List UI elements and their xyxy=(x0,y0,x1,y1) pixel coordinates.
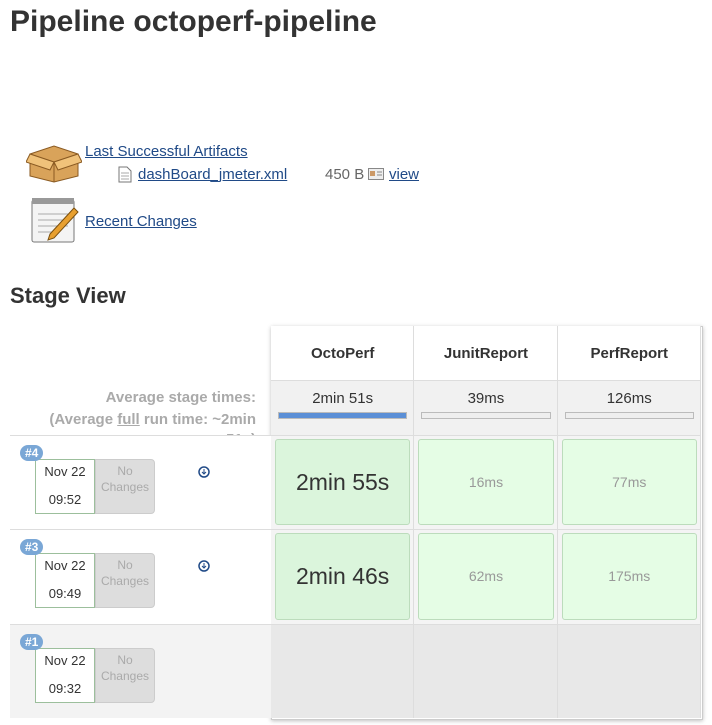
avg-full-emphasis: full xyxy=(117,411,140,428)
stage-name: PerfReport xyxy=(590,345,668,362)
avg-label: Average stage times: xyxy=(105,389,256,406)
stage-cell xyxy=(271,623,415,718)
log-icon[interactable] xyxy=(198,559,210,573)
notepad-icon xyxy=(31,198,79,243)
stage-avg: 2min 51s xyxy=(312,390,374,407)
log-icon[interactable] xyxy=(198,465,210,478)
progress-track xyxy=(564,412,694,419)
build-number: #3 xyxy=(20,539,44,556)
build-date: Nov 22 xyxy=(44,464,86,479)
build-date-box xyxy=(35,553,95,609)
stage-duration: 62ms xyxy=(418,533,554,620)
stage-name: JunitReport xyxy=(443,345,529,362)
changes-box: No Changes xyxy=(95,647,155,703)
progress-track xyxy=(421,412,551,419)
stage-header xyxy=(557,326,701,380)
build-time: 09:52 xyxy=(48,492,82,507)
stage-name: OctoPerf xyxy=(310,345,375,362)
artifacts-link[interactable]: Last Successful Artifacts xyxy=(85,143,248,160)
log-icon-glyph xyxy=(198,466,210,478)
stage-duration: 2min 55s xyxy=(275,439,411,526)
build-date: Nov 22 xyxy=(44,652,86,668)
stage-header xyxy=(414,326,558,380)
stage-avg-cell xyxy=(557,380,701,435)
build-date-box xyxy=(35,647,95,703)
stage-cell xyxy=(557,623,701,718)
stage-duration: 77ms xyxy=(561,439,697,526)
stage-avg: 39ms xyxy=(467,390,505,407)
build-number: #4 xyxy=(20,445,44,461)
avg-full-prefix: (Average xyxy=(49,411,114,428)
artifact-view-link[interactable]: view xyxy=(389,166,420,183)
build-time: 09:32 xyxy=(48,680,82,696)
build-date: Nov 22 xyxy=(44,558,86,574)
build-date-box xyxy=(35,459,95,514)
changes-box: No Changes xyxy=(95,553,155,609)
stage-duration: 16ms xyxy=(418,439,554,526)
stage-avg: 126ms xyxy=(606,390,652,407)
artifacts-icon xyxy=(26,145,82,183)
stage-duration: 175ms xyxy=(561,533,697,620)
build-number: #1 xyxy=(20,633,44,650)
section-title: Stage View xyxy=(10,283,126,308)
page-title: Pipeline octoperf-pipeline xyxy=(10,5,377,38)
progress-track xyxy=(278,412,408,419)
recent-changes-link[interactable]: Recent Changes xyxy=(85,213,197,230)
changes-box: No Changes xyxy=(95,459,155,514)
stage-cell xyxy=(414,623,558,718)
stage-avg-cell xyxy=(271,380,415,435)
stage-avg-cell xyxy=(414,380,558,435)
artifact-file-link[interactable]: dashBoard_jmeter.xml xyxy=(138,166,288,183)
view-icon xyxy=(368,168,384,180)
log-icon-glyph xyxy=(198,560,210,573)
stage-duration: 2min 46s xyxy=(275,533,411,620)
build-time: 09:49 xyxy=(48,586,82,602)
artifact-size: 450 B xyxy=(325,166,365,183)
file-icon xyxy=(118,166,132,183)
stage-header xyxy=(271,326,415,380)
